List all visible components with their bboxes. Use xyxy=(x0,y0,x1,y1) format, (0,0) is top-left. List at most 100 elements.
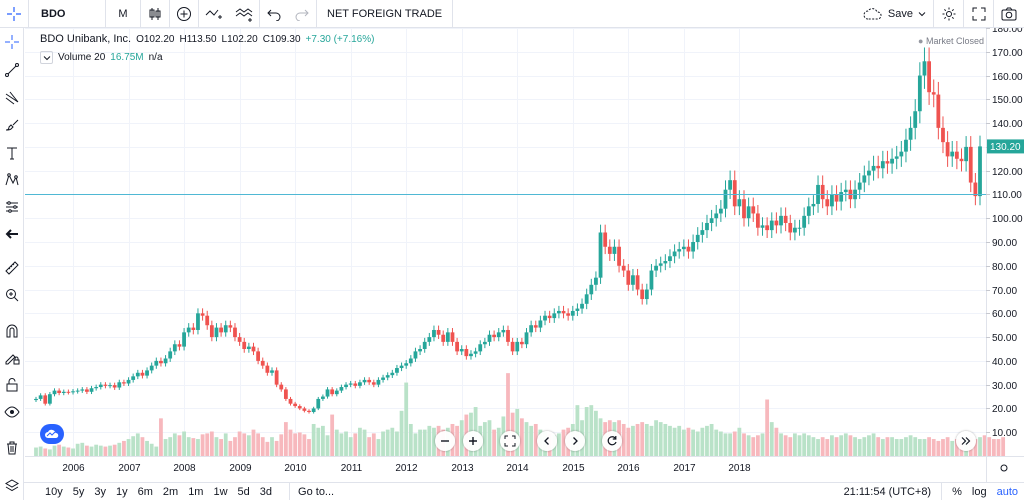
range-3y[interactable]: 3y xyxy=(94,485,106,498)
chart-type-button[interactable] xyxy=(141,0,169,28)
candle-body xyxy=(390,372,395,376)
range-5d[interactable]: 5d xyxy=(237,485,250,498)
crosshair-tool-button[interactable] xyxy=(0,0,28,28)
y-tick-label: 100.00 xyxy=(992,214,1023,225)
candle-body xyxy=(371,382,376,385)
volume-bar xyxy=(723,433,728,456)
save-button[interactable]: Save xyxy=(856,0,934,28)
volume-bar xyxy=(108,445,112,456)
reset-view-button[interactable] xyxy=(500,431,520,451)
tool-prediction[interactable] xyxy=(0,195,24,219)
tool-text[interactable] xyxy=(0,141,24,165)
symbol-search-button[interactable]: BDO xyxy=(28,0,106,28)
chevron-down-icon xyxy=(918,12,926,17)
add-symbol-button[interactable] xyxy=(170,0,198,28)
tool-object-tree[interactable] xyxy=(0,474,24,498)
volume-bar xyxy=(237,431,242,456)
interval-button[interactable]: M xyxy=(106,0,140,28)
range-3d[interactable]: 3d xyxy=(259,485,273,498)
volume-bar xyxy=(140,437,145,456)
reset-chart-button[interactable] xyxy=(602,431,622,451)
scroll-to-realtime-button[interactable] xyxy=(956,431,976,451)
candle-body xyxy=(459,349,464,352)
price-axis[interactable]: 10.00 20.00 30.00 40.00 50.00 60.00 70.00 80.00… xyxy=(986,28,1024,482)
volume-ma: n/a xyxy=(148,52,163,63)
tool-brush[interactable] xyxy=(0,113,24,137)
net-foreign-trade-button[interactable]: NET FOREIGN TRADE xyxy=(317,0,454,28)
volume-bar xyxy=(71,448,75,456)
scroll-left-button[interactable] xyxy=(537,431,557,451)
candle-body xyxy=(260,360,265,366)
volume-bar xyxy=(371,433,376,456)
screenshot-button[interactable] xyxy=(994,0,1024,28)
range-10y[interactable]: 10y xyxy=(45,485,63,498)
tool-back[interactable] xyxy=(0,222,24,246)
volume-bar xyxy=(529,425,534,456)
volume-bar xyxy=(978,437,982,456)
candle-body xyxy=(57,390,62,393)
volume-bar xyxy=(640,422,645,456)
candle-body xyxy=(913,111,918,128)
candle-body xyxy=(802,215,807,228)
indicators-icon xyxy=(205,9,222,19)
candle-body xyxy=(103,384,108,386)
x-tick-label: 2017 xyxy=(673,463,696,474)
candle-body xyxy=(108,385,112,387)
settings-button[interactable] xyxy=(934,0,964,28)
candle-body xyxy=(172,344,177,352)
legend-collapse-button[interactable] xyxy=(40,51,53,64)
tool-ruler[interactable] xyxy=(0,256,24,280)
volume-bar xyxy=(644,423,649,456)
range-6m[interactable]: 6m xyxy=(137,485,153,498)
percent-toggle[interactable]: % xyxy=(952,486,962,498)
range-1w[interactable]: 1w xyxy=(213,485,228,498)
volume-bar xyxy=(126,439,131,456)
goto-date-button[interactable]: Go to... xyxy=(289,482,334,500)
candle-body xyxy=(182,332,186,347)
price-chart[interactable]: 10.00 20.00 30.00 40.00 50.00 60.00 70.00 80.00… xyxy=(25,28,1024,482)
fullscreen-button[interactable] xyxy=(964,0,994,28)
zoom-in-button[interactable] xyxy=(463,431,483,451)
tool-magnet[interactable] xyxy=(0,319,24,343)
tool-unlock[interactable] xyxy=(0,373,24,397)
indicators-button[interactable] xyxy=(199,0,229,28)
range-5y[interactable]: 5y xyxy=(72,485,85,498)
x-tick-label: 2013 xyxy=(451,463,474,474)
range-1y[interactable]: 1y xyxy=(116,485,128,498)
magnet-icon xyxy=(6,324,18,338)
volume-bar xyxy=(348,437,353,456)
volume-bar xyxy=(816,439,820,456)
tradingview-logo[interactable] xyxy=(40,424,64,444)
volume-bar xyxy=(242,433,247,456)
tool-pattern[interactable] xyxy=(0,168,24,192)
tool-trend-line[interactable] xyxy=(0,58,24,82)
auto-scale-toggle[interactable]: auto xyxy=(996,486,1018,498)
candle-body xyxy=(376,379,381,385)
volume-bar xyxy=(85,445,89,456)
volume-bar xyxy=(830,435,834,456)
tool-remove-drawings[interactable] xyxy=(0,436,24,460)
time-axis[interactable]: 2006 2007 2008 2009 2010 2011 2012 2013 2014 2015… xyxy=(25,456,1024,475)
scroll-right-button[interactable] xyxy=(565,431,585,451)
tool-crosshair[interactable] xyxy=(0,30,24,54)
undo-button[interactable] xyxy=(260,0,288,28)
volume-bar xyxy=(561,429,566,456)
gear-icon xyxy=(942,7,955,21)
candle-body xyxy=(709,218,714,223)
symbol-name: BDO Unibank, Inc. xyxy=(40,33,132,45)
log-toggle[interactable]: log xyxy=(971,486,987,498)
compare-button[interactable] xyxy=(229,0,259,28)
volume-bar xyxy=(598,418,603,456)
volume-bar xyxy=(594,410,598,456)
range-2m[interactable]: 2m xyxy=(162,485,179,498)
zoom-out-button[interactable] xyxy=(435,431,455,451)
tool-lock-drawings[interactable] xyxy=(0,346,24,370)
candle-body xyxy=(779,215,783,226)
tool-fib[interactable] xyxy=(0,86,24,110)
candle-body xyxy=(469,353,473,357)
range-1m[interactable]: 1m xyxy=(188,485,204,498)
tool-visibility[interactable] xyxy=(0,400,24,424)
y-tick-label: 20.00 xyxy=(992,404,1017,415)
redo-button[interactable] xyxy=(288,0,316,28)
tool-zoom[interactable] xyxy=(0,283,24,307)
